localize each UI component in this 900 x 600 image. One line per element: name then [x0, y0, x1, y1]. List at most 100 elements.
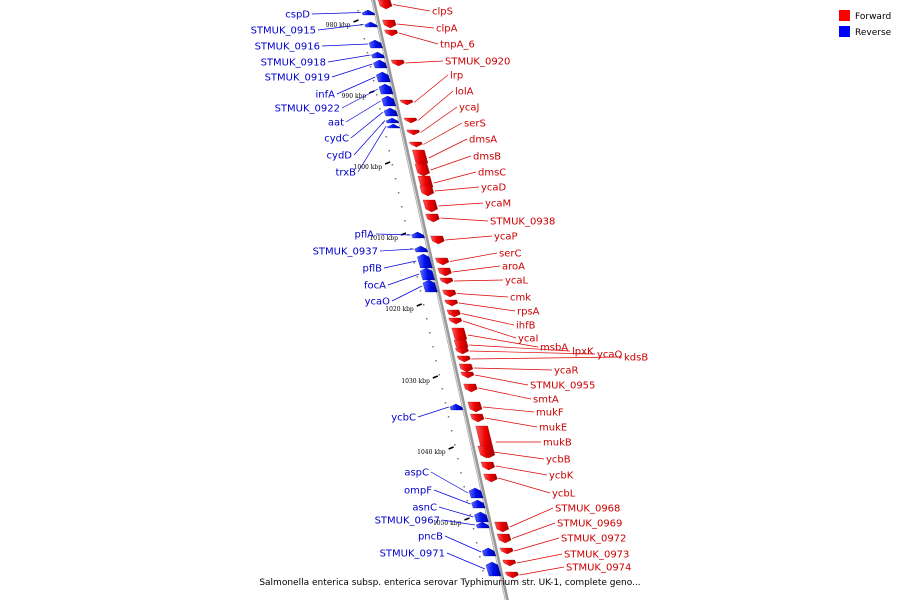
forward-gene-label: STMUK_0973	[564, 550, 629, 561]
forward-gene-arrow	[384, 29, 399, 37]
forward-gene-label: STMUK_0972	[561, 534, 626, 545]
reverse-gene-arrow	[422, 279, 438, 293]
scale-dot	[479, 556, 481, 558]
reverse-leader-line	[311, 12, 361, 15]
legend-reverse-label: Reverse	[855, 28, 892, 38]
reverse-leader-line	[321, 43, 368, 47]
forward-gene-label: ycbL	[552, 489, 576, 500]
forward-gene-label: ycbB	[546, 455, 571, 466]
reverse-leader-line	[387, 273, 420, 286]
forward-leader-line	[469, 344, 571, 352]
scale-dot	[432, 346, 434, 348]
forward-gene-label: dmsA	[469, 135, 497, 146]
forward-leader-line	[495, 465, 548, 476]
reverse-gene-label: aat	[328, 118, 344, 129]
forward-gene-arrow	[499, 547, 514, 555]
reverse-gene-label: trxB	[335, 168, 356, 179]
forward-gene-arrow	[409, 141, 423, 148]
forward-gene-arrow	[455, 347, 469, 355]
forward-gene-arrow	[505, 571, 519, 579]
scale-dot	[447, 416, 450, 418]
forward-leader-line	[512, 522, 556, 539]
reverse-gene-arrow	[475, 521, 490, 529]
reverse-gene-label: STMUK_0919	[265, 73, 330, 84]
reverse-leader-line	[345, 100, 381, 123]
reverse-gene-label: cspD	[285, 10, 310, 21]
scale-dot	[463, 486, 465, 488]
reverse-leader-line	[433, 489, 471, 505]
forward-leader-line	[430, 155, 472, 171]
forward-gene-arrow	[442, 289, 457, 298]
legend: Forward Reverse	[839, 10, 892, 38]
forward-gene-arrow	[430, 235, 445, 245]
reverse-gene-arrow	[471, 499, 486, 509]
forward-leader-line	[445, 235, 493, 241]
forward-gene-label: serS	[464, 119, 486, 130]
scale-dot	[475, 542, 478, 544]
reverse-gene-label: pflB	[362, 264, 382, 275]
reverse-gene-label: STMUK_0918	[261, 58, 326, 69]
forward-leader-line	[469, 350, 596, 355]
reverse-gene-arrow	[373, 59, 388, 69]
forward-leader-line	[467, 334, 539, 348]
forward-gene-arrow	[463, 383, 478, 393]
forward-leader-line	[434, 186, 480, 192]
scale-dot	[413, 262, 416, 264]
forward-leader-line	[478, 387, 532, 400]
forward-leader-line	[484, 417, 538, 428]
forward-gene-label: STMUK_0920	[445, 57, 510, 68]
reverse-gene-arrow	[414, 245, 429, 253]
forward-gene-label: STMUK_0938	[490, 217, 555, 228]
reverse-gene-label: pflA	[355, 230, 375, 241]
forward-gene-arrow	[456, 355, 471, 363]
scale-dot	[454, 444, 456, 446]
forward-gene-arrow	[439, 277, 454, 285]
forward-gene-label: dmsB	[473, 152, 501, 163]
forward-leader-line	[493, 451, 545, 460]
reverse-leader-line	[327, 54, 371, 63]
forward-leader-line	[461, 313, 515, 326]
scale-dot	[425, 318, 428, 320]
forward-leader-line	[471, 356, 623, 360]
scale-dot	[419, 290, 422, 292]
tick-layer: 980 kbp 990 kbp 1000 kbp 1010 kbp 1020 kbp 10…	[326, 19, 470, 527]
reverse-gene-arrow	[383, 107, 399, 117]
forward-leader-line	[452, 265, 501, 273]
forward-gene-label: ihfB	[516, 321, 536, 332]
scale-dot	[401, 206, 403, 208]
forward-leader-line	[417, 90, 454, 121]
forward-gene-label: ycaP	[494, 232, 518, 243]
scale-dot	[438, 374, 440, 376]
scale-dot	[472, 528, 475, 530]
scale-dot	[357, 10, 359, 12]
forward-leader-line	[413, 74, 449, 103]
scale-dot	[482, 570, 484, 572]
scale-dot	[422, 304, 425, 306]
reverse-gene-label: STMUK_0937	[313, 247, 378, 258]
forward-gene-arrow	[494, 521, 509, 533]
legend-forward-swatch	[839, 10, 850, 21]
forward-leader-line	[458, 302, 516, 312]
reverse-leader-line	[438, 506, 474, 518]
reverse-leader-line	[444, 535, 482, 553]
reverse-gene-arrow	[411, 231, 426, 239]
forward-gene-arrow	[406, 129, 420, 136]
forward-gene-label: cmk	[510, 293, 531, 304]
scale-dot	[366, 52, 369, 54]
reverse-gene-arrow	[381, 95, 397, 107]
tick-mark	[432, 375, 439, 379]
forward-gene-arrow	[496, 533, 512, 544]
scale-dot	[441, 388, 444, 390]
tick-label: 1030 kbp	[401, 378, 430, 385]
scale-dot	[372, 80, 375, 82]
tick-label: 990 kbp	[342, 93, 367, 100]
forward-leader-line	[462, 320, 517, 339]
forward-gene-label: ycaR	[554, 366, 579, 377]
forward-gene-label: ycaJ	[459, 103, 480, 114]
tick-label: 1050 kbp	[433, 520, 462, 527]
scale-dot	[485, 584, 487, 586]
reverse-gene-label: cydC	[324, 134, 349, 145]
leader-layer	[311, 4, 623, 576]
reverse-gene-label: STMUK_0916	[255, 42, 320, 53]
